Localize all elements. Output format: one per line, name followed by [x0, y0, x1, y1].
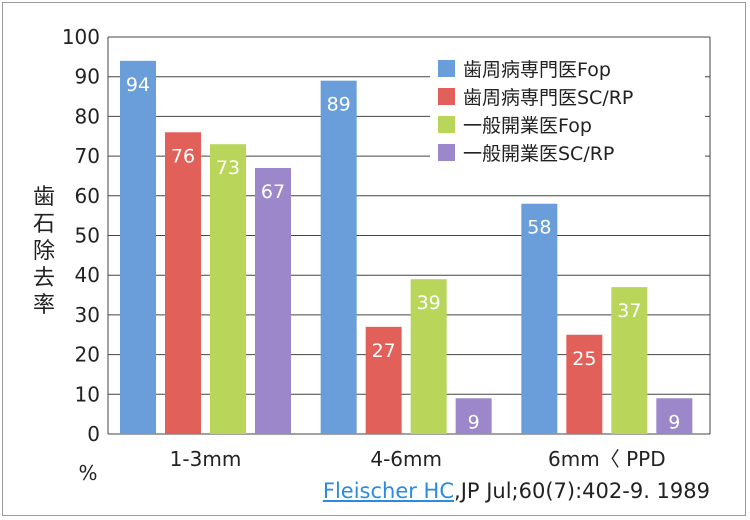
y-tick-label: 30	[75, 303, 100, 327]
legend-label: 一般開業医SC/RP	[463, 143, 614, 165]
legend-swatch	[438, 144, 455, 161]
y-tick-label: 100	[62, 25, 100, 49]
legend-label: 歯周病専門医SC/RP	[463, 87, 633, 109]
bar	[611, 287, 648, 434]
data-label: 9	[468, 411, 480, 433]
data-label: 9	[668, 411, 680, 433]
author-link[interactable]: Fleischer HC	[322, 479, 455, 503]
legend-swatch	[438, 60, 455, 77]
gridlines	[107, 36, 711, 435]
y-axis-unit: %	[78, 461, 97, 485]
bar	[566, 334, 603, 434]
y-tick-labels: 0 10 20 30 40 50 60 70 80 90 100	[62, 25, 100, 446]
y-tick-label: 50	[75, 224, 100, 248]
bar	[210, 144, 246, 434]
data-label: 25	[572, 348, 596, 370]
y-tick-label: 60	[75, 184, 100, 208]
y-tick-label: 80	[75, 104, 100, 128]
citation-text: ,JP Jul;60(7):402-9. 1989	[454, 479, 710, 503]
y-axis-label-char: 石	[33, 212, 55, 237]
bar	[656, 398, 693, 434]
data-label: 27	[372, 340, 396, 362]
bar	[165, 132, 201, 434]
bar	[521, 203, 558, 434]
legend-background	[430, 52, 705, 172]
bar	[410, 279, 447, 434]
data-label: 73	[216, 157, 240, 179]
x-tick-label: 1-3mm	[170, 447, 242, 471]
data-label: 39	[417, 292, 441, 314]
legend: 歯周病専門医Fop 歯周病専門医SC/RP 一般開業医Fop 一般開業医SC/RP	[430, 52, 705, 172]
y-axis-label-char: 去	[33, 266, 55, 291]
y-tick-label: 90	[75, 65, 100, 89]
y-axis-label-char: 歯	[33, 185, 55, 210]
legend-label: 歯周病専門医Fop	[463, 59, 611, 81]
y-tick-label: 40	[75, 263, 100, 287]
legend-swatch	[438, 116, 455, 133]
y-tick-label: 70	[75, 144, 100, 168]
y-axis-label-char: 率	[33, 293, 55, 318]
data-label: 89	[327, 94, 351, 116]
legend-swatch	[438, 88, 455, 105]
bars: 94 76 73 67 89 27 39 9 58 25 37 9	[120, 60, 693, 435]
legend-label: 一般開業医Fop	[463, 115, 592, 137]
y-tick-label: 10	[75, 382, 100, 406]
y-tick-label: 0	[87, 422, 100, 446]
y-tick-label: 20	[75, 343, 100, 367]
source-citation: Fleischer HC,JP Jul;60(7):402-9. 1989	[323, 479, 710, 503]
data-label: 58	[527, 217, 551, 239]
x-tick-label: 4-6mm	[370, 447, 442, 471]
bar	[455, 398, 492, 434]
x-tick-label: 6mm〈 PPD	[548, 447, 666, 471]
data-label: 37	[617, 300, 641, 322]
bar	[365, 326, 402, 434]
data-label: 94	[126, 74, 150, 96]
bar	[255, 168, 291, 434]
y-axis-label-char: 除	[33, 239, 55, 264]
data-label: 67	[261, 181, 285, 203]
x-tick-labels: 1-3mm 4-6mm 6mm〈 PPD	[170, 447, 666, 471]
data-label: 76	[171, 145, 195, 167]
bar	[320, 80, 357, 435]
bar	[120, 60, 156, 434]
